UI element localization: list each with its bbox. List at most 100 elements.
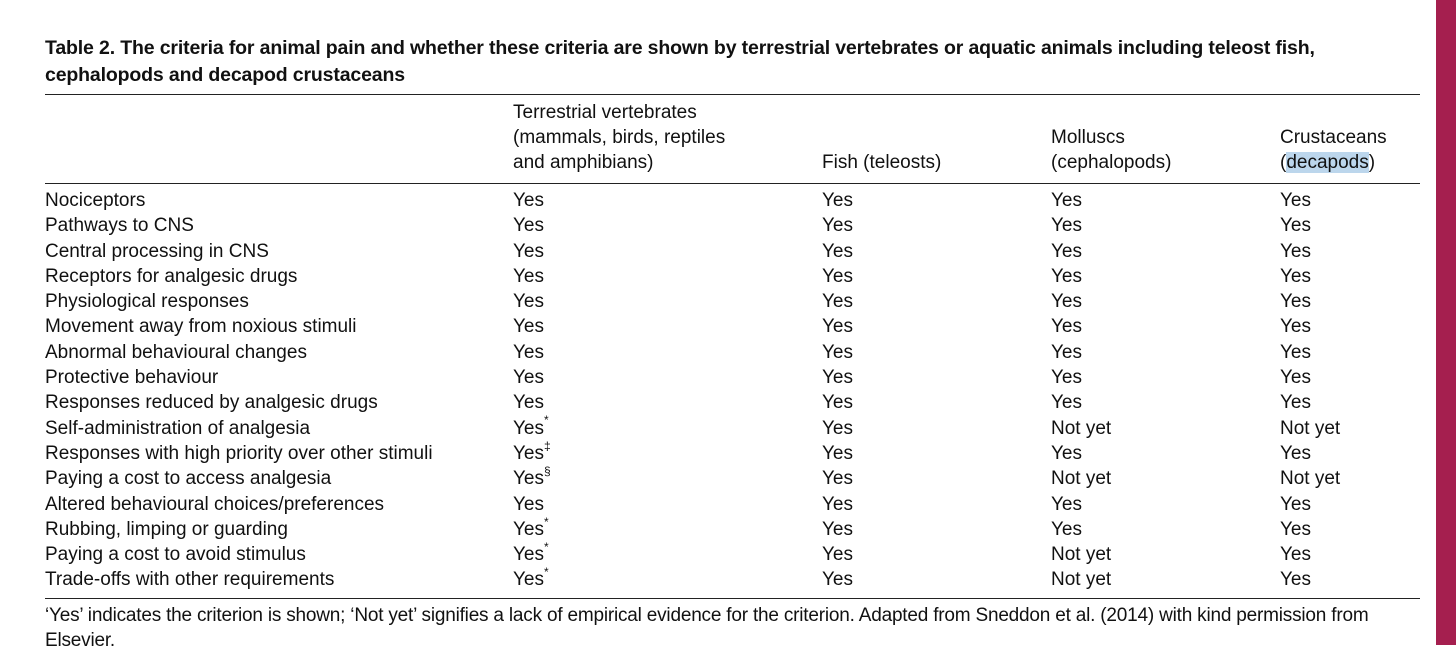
terrestrial-value-cell: Yes§ [513, 463, 551, 491]
criterion-cell: Physiological responses [45, 291, 249, 313]
molluscs-value-cell: Yes [1051, 190, 1082, 211]
terrestrial-value: Yes [513, 544, 544, 566]
table-row: Paying a cost to access analgesia Yes§ Yes… [45, 463, 1420, 491]
table-row: Central processing in CNS Yes Yes Yes Yes [45, 239, 1420, 264]
fish-value-cell: Yes [822, 291, 853, 313]
table-row: Responses with high priority over other … [45, 438, 1420, 466]
terrestrial-value: Yes [513, 392, 544, 414]
criterion-cell: Receptors for analgesic drugs [45, 265, 298, 287]
footnote-mark: ‡ [544, 438, 551, 453]
crustaceans-value-cell: Yes [1280, 493, 1311, 515]
molluscs-value-cell: Yes [1051, 341, 1082, 363]
terrestrial-value: Yes [513, 240, 544, 262]
table-top-rule [45, 94, 1420, 95]
document-page: Table 2. The criteria for animal pain an… [45, 37, 1420, 651]
table-header-rule [45, 183, 1420, 184]
footnote-mark: * [544, 413, 549, 428]
header-line: Crustaceans [1280, 127, 1387, 148]
crustaceans-value-cell: Yes [1280, 341, 1311, 363]
crustaceans-value-cell: Yes [1280, 518, 1311, 540]
molluscs-value-cell: Not yet [1051, 417, 1112, 439]
molluscs-value-cell: Yes [1051, 367, 1082, 389]
crustaceans-value-cell: Yes [1280, 442, 1311, 464]
criterion-cell: Pathways to CNS [45, 215, 194, 237]
criterion-cell: Rubbing, limping or guarding [45, 518, 288, 540]
crustaceans-value-cell: Not yet [1280, 468, 1341, 490]
terrestrial-value: Yes [513, 291, 544, 313]
terrestrial-value-cell: Yes [513, 188, 544, 213]
fish-value-cell: Yes [822, 544, 853, 566]
fish-value-cell: Yes [822, 493, 853, 515]
crustaceans-value-cell: Yes [1280, 190, 1311, 211]
terrestrial-value: Yes [513, 190, 544, 211]
crustaceans-value-cell: Yes [1280, 367, 1311, 389]
table-row: Self-administration of analgesia Yes* Yes N… [45, 413, 1420, 441]
column-header-fish: Fish (teleosts) [822, 150, 941, 175]
terrestrial-value: Yes [513, 316, 544, 338]
footnote-mark: * [544, 539, 549, 554]
footnote-mark: * [544, 565, 549, 580]
crustaceans-value-cell: Yes [1280, 392, 1311, 414]
molluscs-value-cell: Not yet [1051, 544, 1112, 566]
molluscs-value-cell: Yes [1051, 240, 1082, 262]
table-row: Protective behaviour Yes Yes Yes Yes [45, 365, 1420, 390]
table-footnote: ‘Yes’ indicates the criterion is shown; … [45, 605, 1369, 651]
criterion-cell: Abnormal behavioural changes [45, 341, 307, 363]
crustaceans-value-cell: Yes [1280, 291, 1311, 313]
terrestrial-value-cell: Yes [513, 213, 544, 238]
criterion-cell: Responses reduced by analgesic drugs [45, 392, 378, 414]
terrestrial-value: Yes [513, 341, 544, 363]
crustaceans-value-cell: Yes [1280, 544, 1311, 566]
terrestrial-value: Yes [513, 468, 544, 490]
molluscs-value-cell: Not yet [1051, 468, 1112, 490]
journal-side-bar [1436, 0, 1456, 645]
table-row: Pathways to CNS Yes Yes Yes Yes [45, 213, 1420, 238]
crustaceans-value-cell: Yes [1280, 265, 1311, 287]
crustaceans-value-cell: Yes [1280, 569, 1311, 591]
header-line: Terrestrial vertebrates [513, 102, 697, 123]
terrestrial-value: Yes [513, 265, 544, 287]
fish-value-cell: Yes [822, 265, 853, 287]
criterion-cell: Protective behaviour [45, 367, 219, 389]
header-line: and amphibians) [513, 152, 654, 173]
table-row: Rubbing, limping or guarding Yes* Yes Yes Ye… [45, 516, 1420, 542]
molluscs-value-cell: Yes [1051, 291, 1082, 313]
molluscs-value-cell: Yes [1051, 392, 1082, 414]
terrestrial-value-cell: Yes [513, 289, 544, 314]
column-header-crustaceans: Crustaceans (decapods) [1280, 125, 1387, 175]
terrestrial-value: Yes [513, 569, 544, 591]
criterion-cell: Paying a cost to access analgesia [45, 468, 332, 490]
terrestrial-value: Yes [513, 417, 544, 439]
fish-value-cell: Yes [822, 240, 853, 262]
fish-value-cell: Yes [822, 392, 853, 414]
selected-text-highlight[interactable]: decapods [1286, 152, 1369, 173]
criterion-cell: Responses with high priority over other … [45, 442, 433, 464]
terrestrial-value-cell: Yes [513, 365, 544, 390]
terrestrial-value-cell: Yes‡ [513, 438, 551, 466]
molluscs-value-cell: Yes [1051, 442, 1082, 464]
fish-value-cell: Yes [822, 468, 853, 490]
terrestrial-value-cell: Yes [513, 390, 544, 415]
terrestrial-value-cell: Yes* [513, 516, 549, 542]
table-row: Trade-offs with other requirements Yes* Ye… [45, 565, 1420, 592]
molluscs-value-cell: Yes [1051, 215, 1082, 237]
footnote-mark: § [544, 463, 551, 478]
molluscs-value-cell: Yes [1051, 518, 1082, 540]
header-line: Molluscs [1051, 127, 1125, 148]
terrestrial-value-cell: Yes* [513, 413, 549, 441]
column-header-molluscs: Molluscs (cephalopods) [1051, 125, 1171, 175]
fish-value-cell: Yes [822, 417, 853, 439]
table-body: Nociceptors Yes Yes Yes Yes Pathways to CNS Ye… [45, 188, 1420, 593]
table-bottom-rule [45, 598, 1420, 599]
terrestrial-value: Yes [513, 215, 544, 237]
crustaceans-value-cell: Not yet [1280, 417, 1341, 439]
terrestrial-value-cell: Yes [513, 314, 544, 339]
terrestrial-value-cell: Yes* [513, 565, 549, 592]
molluscs-value-cell: Yes [1051, 316, 1082, 338]
criterion-cell: Central processing in CNS [45, 240, 269, 262]
header-line: (decapods) [1280, 150, 1387, 175]
table-row: Altered behavioural choices/preferences Y… [45, 492, 1420, 517]
fish-value-cell: Yes [822, 569, 853, 591]
fish-value-cell: Yes [822, 215, 853, 237]
terrestrial-value-cell: Yes* [513, 539, 549, 567]
